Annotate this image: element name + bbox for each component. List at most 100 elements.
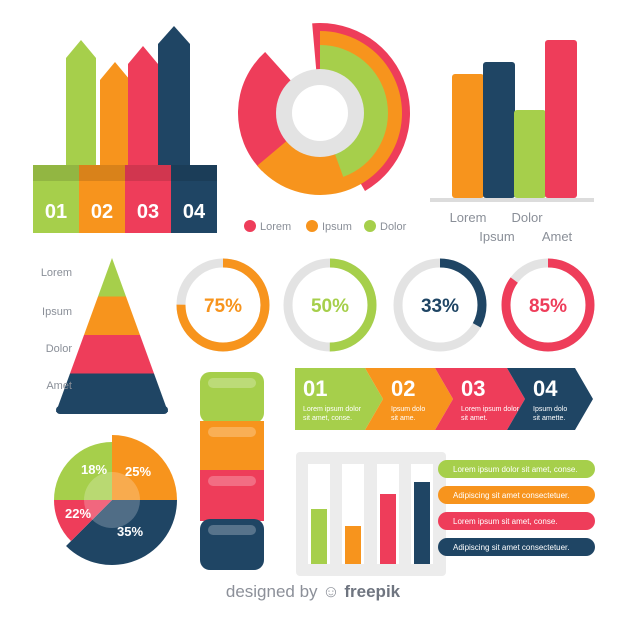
arrow-step-block — [125, 181, 171, 233]
footer-credit: designed by ☺ freepik — [0, 582, 626, 602]
progress-label: 33% — [421, 296, 459, 317]
chevron-text: sit amet, conse. — [303, 415, 352, 422]
progress-label: 50% — [311, 296, 349, 317]
frame-bar — [345, 526, 361, 564]
donut-legend-label: Ipsum — [322, 221, 352, 233]
pie-label: 18% — [81, 462, 107, 477]
freepik-logo-icon: ☺ — [322, 582, 340, 601]
chevron-step — [507, 368, 593, 430]
capsule-shine — [208, 525, 256, 535]
frame-panel — [296, 452, 446, 576]
pyramid-band — [84, 296, 140, 335]
capsule-segment — [200, 372, 264, 423]
chevron-text: Ipsum dolo — [533, 406, 567, 413]
column-baseline — [430, 198, 594, 202]
chevron-number: 01 — [303, 376, 327, 401]
pie-slice — [66, 500, 177, 565]
arrow-column — [100, 62, 130, 168]
donut-hole — [292, 85, 348, 141]
pie-label: 35% — [117, 524, 143, 539]
donut-legend-label: Dolor — [380, 221, 407, 233]
chevron-number: 02 — [391, 376, 415, 401]
arrow-band-top — [125, 165, 171, 181]
label-row-text: Lorem ipsum dolor sit amet, conse. — [453, 465, 578, 474]
arrow-step-label: 02 — [91, 201, 113, 223]
arrow-step-label: 04 — [183, 201, 206, 223]
column-label: Ipsum — [479, 229, 514, 244]
frame-bar — [414, 482, 430, 564]
capsule-shine — [208, 427, 256, 437]
chevron-text: Ipsum dolo — [391, 406, 425, 413]
chevron-number: 04 — [533, 376, 558, 401]
column-bar — [452, 74, 484, 198]
chevron-text: Lorem ipsum dolor — [303, 406, 362, 413]
progress-arc — [283, 258, 377, 352]
pyramid-base — [56, 406, 168, 414]
pie-slice — [54, 442, 112, 500]
arrow-step-block — [79, 181, 125, 233]
column-label: Dolor — [511, 210, 543, 225]
arrow-band-top — [171, 165, 217, 181]
label-row-text: Lorem ipsum sit amet, conse. — [453, 517, 557, 526]
progress-arc — [501, 258, 595, 352]
progress-arc — [176, 258, 270, 352]
chevron-text: sit amet. — [461, 415, 488, 422]
column-bar — [514, 110, 546, 198]
arrow-step-block — [33, 181, 79, 233]
arrow-column — [66, 40, 96, 168]
pyramid-band — [56, 373, 168, 412]
donut-legend-label: Lorem — [260, 221, 291, 233]
frame-bar — [380, 494, 396, 564]
chevron-text: Lorem ipsum dolor — [461, 406, 520, 413]
pie-label: 25% — [125, 464, 151, 479]
column-label: Amet — [542, 229, 573, 244]
chevron-step — [365, 368, 453, 430]
arrow-column — [128, 46, 158, 168]
arrow-band-top — [79, 165, 125, 181]
pie-slice — [112, 435, 177, 500]
donut-legend-dot — [244, 220, 256, 232]
progress-label: 85% — [529, 296, 567, 317]
pie-highlight — [84, 472, 140, 528]
chevron-step — [295, 368, 383, 430]
progress-arc — [393, 258, 487, 352]
progress-label: 75% — [204, 296, 242, 317]
label-row-pill — [438, 512, 595, 530]
capsule-segment — [200, 470, 264, 521]
pyramid-label: Amet — [46, 380, 72, 392]
pyramid-label: Ipsum — [42, 306, 72, 318]
pyramid-band — [98, 258, 126, 297]
arrow-step-block — [171, 181, 217, 233]
capsule-shine — [208, 378, 256, 388]
column-label: Lorem — [450, 210, 487, 225]
arrow-step-label: 01 — [45, 201, 67, 223]
donut-legend-dot — [306, 220, 318, 232]
capsule-shine — [208, 476, 256, 486]
label-row-pill — [438, 486, 595, 504]
column-bar — [545, 40, 577, 198]
capsule-segment — [200, 519, 264, 570]
pie-label: 22% — [65, 506, 91, 521]
pie-slice — [54, 500, 112, 542]
label-row-pill — [438, 460, 595, 478]
chevron-text: sit amette. — [533, 415, 565, 422]
footer-brand: freepik — [344, 582, 401, 601]
column-bar — [483, 62, 515, 198]
label-row-text: Adipiscing sit amet consectetuer. — [453, 543, 570, 552]
frame-bar — [311, 509, 327, 564]
donut-legend-dot — [364, 220, 376, 232]
chevron-step — [435, 368, 525, 430]
footer-prefix: designed by — [225, 582, 318, 601]
arrow-column — [158, 26, 190, 168]
arrow-step-label: 03 — [137, 201, 159, 223]
label-row-text: Adipiscing sit amet consectetuer. — [453, 491, 570, 500]
pyramid-label: Lorem — [41, 267, 72, 279]
pyramid-band — [70, 335, 154, 374]
arrow-band-top — [33, 165, 79, 181]
label-row-pill — [438, 538, 595, 556]
capsule-segment — [200, 421, 264, 472]
pyramid-label: Dolor — [46, 343, 73, 355]
chevron-text: sit ame. — [391, 415, 416, 422]
chevron-number: 03 — [461, 376, 485, 401]
